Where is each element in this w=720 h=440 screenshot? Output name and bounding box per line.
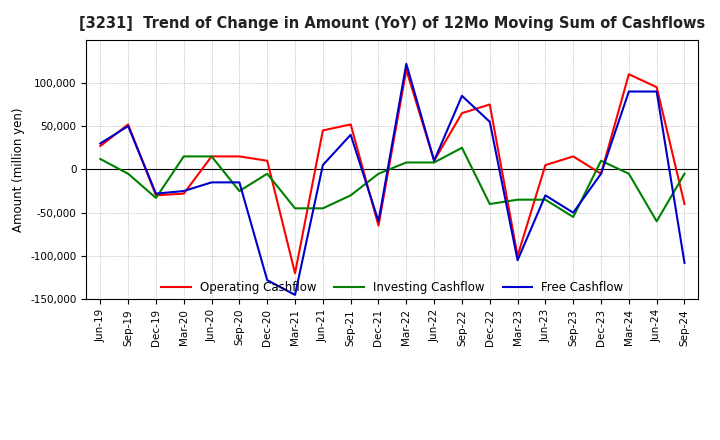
- Operating Cashflow: [541, 162, 550, 168]
- Operating Cashflow: [485, 102, 494, 107]
- Free Cashflow: [207, 180, 216, 185]
- Y-axis label: Amount (million yen): Amount (million yen): [12, 107, 24, 231]
- Operating Cashflow: [513, 253, 522, 259]
- Investing Cashflow: [207, 154, 216, 159]
- Investing Cashflow: [235, 188, 243, 194]
- Investing Cashflow: [652, 219, 661, 224]
- Free Cashflow: [291, 292, 300, 297]
- Investing Cashflow: [179, 154, 188, 159]
- Investing Cashflow: [541, 197, 550, 202]
- Free Cashflow: [624, 89, 633, 94]
- Free Cashflow: [541, 193, 550, 198]
- Free Cashflow: [597, 171, 606, 176]
- Operating Cashflow: [96, 143, 104, 149]
- Operating Cashflow: [652, 84, 661, 90]
- Investing Cashflow: [402, 160, 410, 165]
- Free Cashflow: [652, 89, 661, 94]
- Operating Cashflow: [430, 158, 438, 163]
- Investing Cashflow: [430, 160, 438, 165]
- Investing Cashflow: [152, 195, 161, 201]
- Free Cashflow: [458, 93, 467, 99]
- Investing Cashflow: [485, 202, 494, 207]
- Free Cashflow: [96, 141, 104, 146]
- Investing Cashflow: [624, 171, 633, 176]
- Legend: Operating Cashflow, Investing Cashflow, Free Cashflow: Operating Cashflow, Investing Cashflow, …: [156, 276, 629, 298]
- Investing Cashflow: [96, 156, 104, 161]
- Line: Operating Cashflow: Operating Cashflow: [100, 70, 685, 273]
- Operating Cashflow: [207, 154, 216, 159]
- Investing Cashflow: [346, 193, 355, 198]
- Investing Cashflow: [374, 171, 383, 176]
- Operating Cashflow: [179, 191, 188, 196]
- Free Cashflow: [152, 191, 161, 196]
- Line: Investing Cashflow: Investing Cashflow: [100, 148, 685, 221]
- Operating Cashflow: [263, 158, 271, 163]
- Operating Cashflow: [235, 154, 243, 159]
- Title: [3231]  Trend of Change in Amount (YoY) of 12Mo Moving Sum of Cashflows: [3231] Trend of Change in Amount (YoY) o…: [79, 16, 706, 32]
- Operating Cashflow: [318, 128, 327, 133]
- Investing Cashflow: [318, 206, 327, 211]
- Operating Cashflow: [402, 67, 410, 73]
- Free Cashflow: [235, 180, 243, 185]
- Investing Cashflow: [291, 206, 300, 211]
- Investing Cashflow: [597, 158, 606, 163]
- Operating Cashflow: [152, 193, 161, 198]
- Free Cashflow: [263, 278, 271, 283]
- Operating Cashflow: [124, 122, 132, 127]
- Free Cashflow: [402, 61, 410, 66]
- Operating Cashflow: [374, 223, 383, 228]
- Free Cashflow: [346, 132, 355, 137]
- Operating Cashflow: [569, 154, 577, 159]
- Operating Cashflow: [458, 110, 467, 116]
- Free Cashflow: [124, 124, 132, 129]
- Free Cashflow: [513, 258, 522, 263]
- Investing Cashflow: [569, 214, 577, 220]
- Free Cashflow: [374, 219, 383, 224]
- Operating Cashflow: [346, 122, 355, 127]
- Investing Cashflow: [124, 171, 132, 176]
- Investing Cashflow: [263, 171, 271, 176]
- Investing Cashflow: [513, 197, 522, 202]
- Free Cashflow: [485, 119, 494, 125]
- Free Cashflow: [569, 210, 577, 215]
- Operating Cashflow: [291, 271, 300, 276]
- Investing Cashflow: [458, 145, 467, 150]
- Free Cashflow: [430, 158, 438, 163]
- Line: Free Cashflow: Free Cashflow: [100, 64, 685, 295]
- Operating Cashflow: [597, 171, 606, 176]
- Free Cashflow: [179, 188, 188, 194]
- Investing Cashflow: [680, 171, 689, 176]
- Operating Cashflow: [624, 72, 633, 77]
- Free Cashflow: [318, 162, 327, 168]
- Free Cashflow: [680, 260, 689, 265]
- Operating Cashflow: [680, 202, 689, 207]
